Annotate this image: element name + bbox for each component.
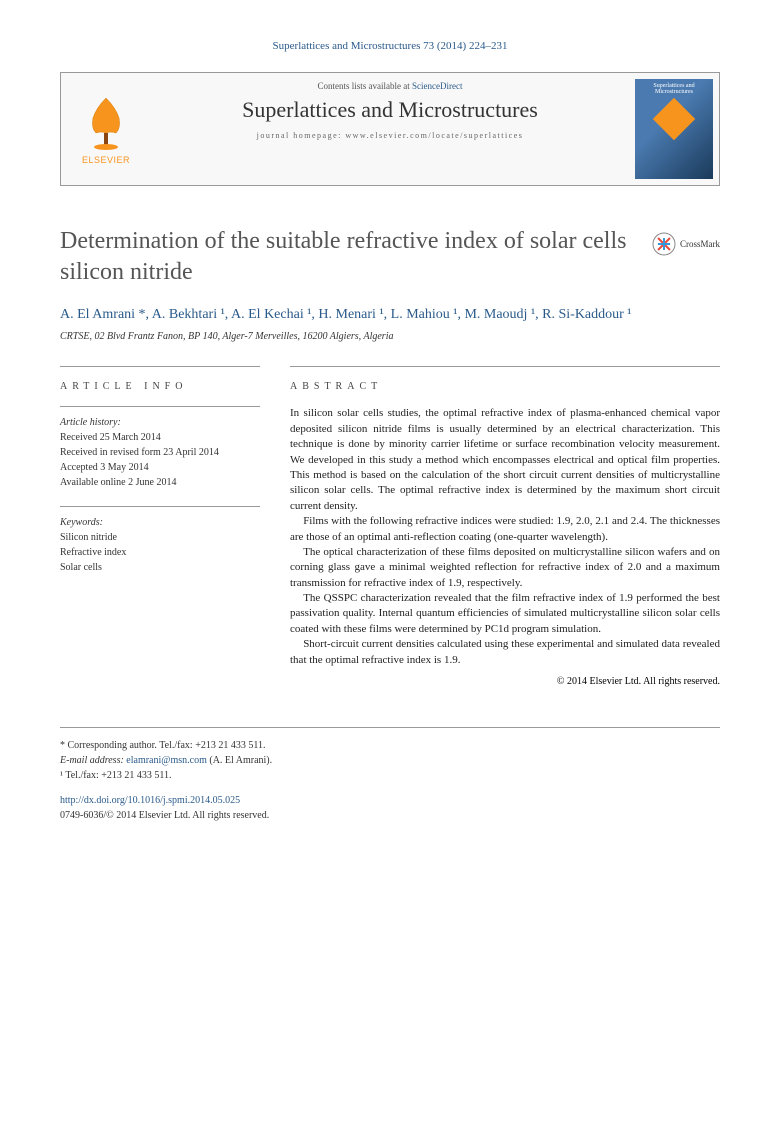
crossmark-label: CrossMark bbox=[680, 239, 720, 249]
article-info-column: ARTICLE INFO Article history: Received 2… bbox=[60, 366, 260, 687]
abstract-heading: ABSTRACT bbox=[290, 381, 720, 392]
contents-available-line: Contents lists available at ScienceDirec… bbox=[161, 81, 619, 91]
title-row: Determination of the suitable refractive… bbox=[60, 226, 720, 288]
online-date: Available online 2 June 2014 bbox=[60, 475, 260, 490]
email-line: E-mail address: elamrani@msn.com (A. El … bbox=[60, 753, 720, 768]
cover-diamond-graphic bbox=[653, 98, 695, 140]
article-info-heading: ARTICLE INFO bbox=[60, 381, 260, 392]
keywords-block: Keywords: Silicon nitride Refractive ind… bbox=[60, 506, 260, 575]
sciencedirect-link[interactable]: ScienceDirect bbox=[412, 81, 462, 91]
contents-text: Contents lists available at bbox=[318, 81, 412, 91]
keyword-3: Solar cells bbox=[60, 560, 260, 575]
journal-header-box: ELSEVIER Contents lists available at Sci… bbox=[60, 72, 720, 186]
article-title: Determination of the suitable refractive… bbox=[60, 226, 632, 288]
footer: * Corresponding author. Tel./fax: +213 2… bbox=[60, 727, 720, 823]
journal-cover-thumbnail: Superlattices and Microstructures bbox=[629, 73, 719, 185]
journal-name: Superlattices and Microstructures bbox=[161, 97, 619, 123]
info-abstract-columns: ARTICLE INFO Article history: Received 2… bbox=[60, 366, 720, 687]
abstract-copyright: © 2014 Elsevier Ltd. All rights reserved… bbox=[290, 676, 720, 687]
cover-title: Superlattices and Microstructures bbox=[635, 79, 713, 95]
history-label: Article history: bbox=[60, 415, 260, 430]
header-center: Contents lists available at ScienceDirec… bbox=[151, 73, 629, 185]
abstract-p2: Films with the following refractive indi… bbox=[290, 514, 720, 545]
doi-link[interactable]: http://dx.doi.org/10.1016/j.spmi.2014.05… bbox=[60, 793, 720, 808]
email-label: E-mail address: bbox=[60, 755, 126, 766]
abstract-p4: The QSSPC characterization revealed that… bbox=[290, 591, 720, 637]
email-suffix: (A. El Amrani). bbox=[207, 755, 272, 766]
affiliation: CRTSE, 02 Blvd Frantz Fanon, BP 140, Alg… bbox=[60, 331, 720, 342]
authors-list: A. El Amrani *, A. Bekhtari ¹, A. El Kec… bbox=[60, 304, 720, 325]
journal-homepage[interactable]: journal homepage: www.elsevier.com/locat… bbox=[161, 131, 619, 140]
abstract-column: ABSTRACT In silicon solar cells studies,… bbox=[290, 366, 720, 687]
article-history-block: Article history: Received 25 March 2014 … bbox=[60, 406, 260, 490]
journal-reference: Superlattices and Microstructures 73 (20… bbox=[60, 40, 720, 52]
crossmark-icon bbox=[652, 232, 676, 256]
revised-date: Received in revised form 23 April 2014 bbox=[60, 445, 260, 460]
issn-copyright: 0749-6036/© 2014 Elsevier Ltd. All right… bbox=[60, 808, 720, 823]
abstract-p5: Short-circuit current densities calculat… bbox=[290, 637, 720, 668]
received-date: Received 25 March 2014 bbox=[60, 430, 260, 445]
keyword-1: Silicon nitride bbox=[60, 530, 260, 545]
elsevier-brand-text: ELSEVIER bbox=[82, 155, 130, 165]
keyword-2: Refractive index bbox=[60, 545, 260, 560]
abstract-p1: In silicon solar cells studies, the opti… bbox=[290, 406, 720, 514]
abstract-text: In silicon solar cells studies, the opti… bbox=[290, 406, 720, 668]
crossmark-badge[interactable]: CrossMark bbox=[652, 226, 720, 256]
abstract-p3: The optical characterization of these fi… bbox=[290, 545, 720, 591]
accepted-date: Accepted 3 May 2014 bbox=[60, 460, 260, 475]
author-tel-note: ¹ Tel./fax: +213 21 433 511. bbox=[60, 768, 720, 783]
elsevier-logo[interactable]: ELSEVIER bbox=[61, 73, 151, 185]
elsevier-tree-icon bbox=[81, 93, 131, 153]
keywords-label: Keywords: bbox=[60, 515, 260, 530]
email-link[interactable]: elamrani@msn.com bbox=[126, 755, 207, 766]
corresponding-author-note: * Corresponding author. Tel./fax: +213 2… bbox=[60, 738, 720, 753]
cover-image: Superlattices and Microstructures bbox=[635, 79, 713, 179]
